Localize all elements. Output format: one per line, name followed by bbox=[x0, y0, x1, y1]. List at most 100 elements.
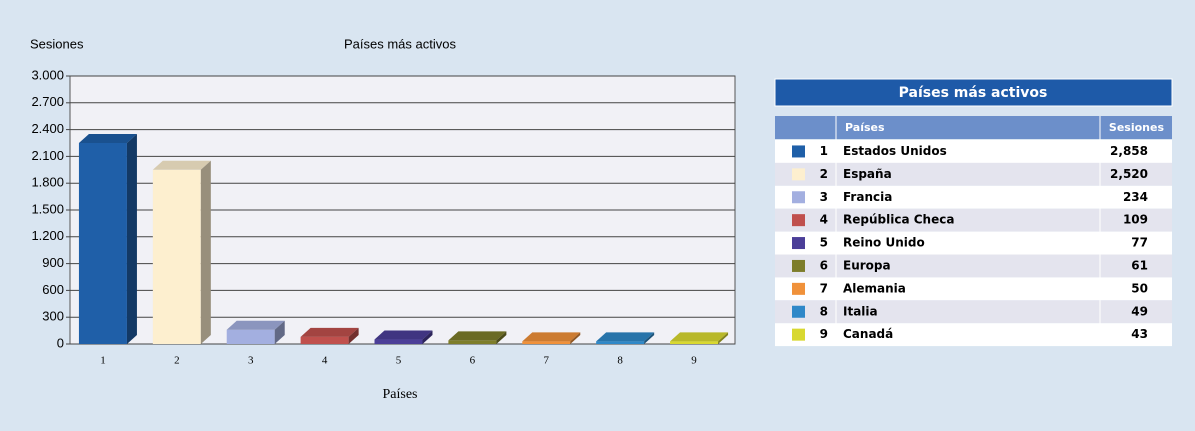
table-cell: 77 bbox=[1131, 236, 1148, 250]
table-cell: 7 bbox=[820, 281, 828, 295]
bar bbox=[374, 330, 433, 344]
bar-top bbox=[448, 331, 507, 341]
table-cell: 4 bbox=[820, 213, 828, 227]
table-row bbox=[775, 231, 1172, 255]
table-header bbox=[775, 116, 1172, 139]
chart-title: Países más activos bbox=[344, 36, 456, 51]
bar bbox=[152, 160, 211, 344]
x-tick-label: 7 bbox=[544, 355, 550, 367]
table-cell: 9 bbox=[820, 327, 828, 341]
table-cell: 49 bbox=[1131, 304, 1148, 318]
table-cell: Italia bbox=[843, 304, 878, 318]
y-tick-label: 600 bbox=[42, 282, 64, 297]
bar-side bbox=[422, 330, 433, 344]
y-tick-label: 2.700 bbox=[31, 94, 64, 109]
bar bbox=[522, 332, 581, 344]
table-cell: 2,520 bbox=[1110, 167, 1148, 181]
bar-front bbox=[670, 341, 719, 344]
bar-top bbox=[374, 330, 433, 340]
y-tick-label: 3.000 bbox=[31, 67, 64, 82]
y-tick-label: 900 bbox=[42, 255, 64, 270]
table-cell: 3 bbox=[820, 190, 828, 204]
bar-side bbox=[570, 332, 581, 344]
table-cell: 2 bbox=[820, 167, 828, 181]
table-row bbox=[775, 323, 1172, 347]
bar-side bbox=[200, 160, 211, 344]
row-swatch bbox=[792, 328, 805, 341]
bar-front bbox=[374, 339, 423, 344]
row-swatch bbox=[792, 145, 805, 158]
table-header-cell: Sesiones bbox=[1109, 121, 1165, 134]
row-swatch bbox=[792, 305, 805, 318]
bar-side bbox=[496, 331, 507, 344]
table-cell: Reino Unido bbox=[843, 236, 925, 250]
table-title: Países más activos bbox=[899, 85, 1048, 101]
y-tick-label: 2.100 bbox=[31, 148, 64, 163]
bar bbox=[596, 332, 655, 344]
table-cell: 61 bbox=[1131, 258, 1148, 272]
bar-top bbox=[152, 160, 211, 170]
table-cell: 1 bbox=[820, 144, 828, 158]
bar bbox=[448, 331, 507, 344]
table-cell: Alemania bbox=[843, 281, 906, 295]
bar bbox=[78, 134, 137, 344]
x-tick-label: 4 bbox=[322, 355, 328, 367]
bar-top bbox=[226, 320, 285, 330]
table-row bbox=[775, 140, 1172, 163]
table-cell: 2,858 bbox=[1110, 144, 1148, 158]
table-cell: 234 bbox=[1123, 190, 1148, 204]
bar-top bbox=[522, 332, 581, 342]
row-swatch bbox=[792, 259, 805, 272]
table-row bbox=[775, 162, 1172, 186]
table-cell: Europa bbox=[843, 258, 891, 272]
y-tick-label: 2.400 bbox=[31, 121, 64, 136]
bar bbox=[300, 327, 359, 344]
table-cell: 109 bbox=[1123, 213, 1148, 227]
table-row bbox=[775, 185, 1172, 209]
table-cell: 5 bbox=[820, 236, 828, 250]
table-cell: 8 bbox=[820, 304, 828, 318]
x-axis-title: Países bbox=[383, 387, 418, 402]
y-tick-label: 1.200 bbox=[31, 228, 64, 243]
x-tick-label: 3 bbox=[248, 355, 254, 367]
bar-front bbox=[152, 169, 201, 344]
x-tick-label: 1 bbox=[100, 355, 106, 367]
table-cell: Francia bbox=[843, 190, 892, 204]
x-tick-label: 8 bbox=[617, 355, 623, 367]
x-tick-label: 5 bbox=[396, 355, 402, 367]
table-row bbox=[775, 300, 1172, 324]
y-tick-label: 1.800 bbox=[31, 175, 64, 190]
y-tick-label: 0 bbox=[57, 335, 64, 350]
bar-side bbox=[644, 332, 655, 344]
bar-top bbox=[78, 134, 137, 143]
row-swatch bbox=[792, 191, 805, 204]
bar-front bbox=[226, 329, 275, 344]
table-row bbox=[775, 254, 1172, 278]
bar-front bbox=[300, 336, 349, 344]
table-cell: 50 bbox=[1131, 281, 1148, 295]
bar-front bbox=[78, 143, 127, 344]
table-cell: Estados Unidos bbox=[843, 144, 947, 158]
table-cell: 43 bbox=[1131, 327, 1148, 341]
y-tick-label: 1.500 bbox=[31, 201, 64, 216]
table-title-bar bbox=[774, 78, 1173, 107]
bar bbox=[226, 320, 285, 344]
row-swatch bbox=[792, 282, 805, 295]
table-header-cell: Países bbox=[845, 121, 885, 134]
bar-top bbox=[596, 332, 655, 342]
row-swatch bbox=[792, 168, 805, 181]
bar-top bbox=[670, 332, 729, 342]
bar-side bbox=[718, 332, 729, 344]
table-cell: 6 bbox=[820, 258, 828, 272]
table-row bbox=[775, 277, 1172, 301]
bar-side bbox=[274, 320, 285, 344]
table-cell: Canadá bbox=[843, 327, 893, 341]
table-row bbox=[775, 208, 1172, 232]
bar-front bbox=[596, 341, 645, 344]
table-cell: España bbox=[843, 167, 892, 181]
x-tick-label: 2 bbox=[174, 355, 180, 367]
bar-side bbox=[348, 327, 359, 344]
bar bbox=[670, 332, 729, 344]
table-cell: República Checa bbox=[843, 213, 954, 227]
